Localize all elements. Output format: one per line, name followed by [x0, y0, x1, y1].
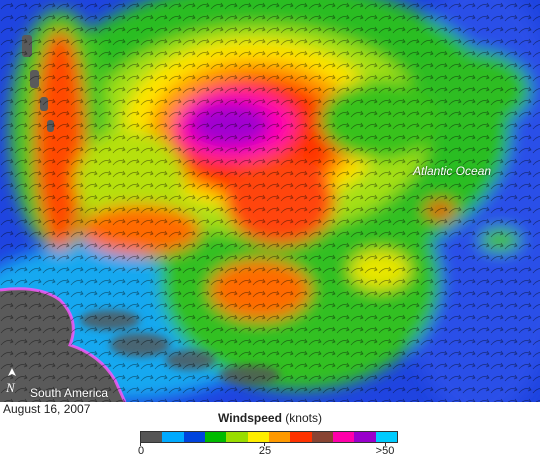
- north-arrow-icon: N: [5, 368, 16, 395]
- colorbar-swatch: [162, 432, 184, 442]
- windspeed-map: N Atlantic Ocean South America: [0, 0, 540, 402]
- colorbar-swatch: [247, 432, 269, 442]
- legend-title: Windspeed (knots): [0, 411, 540, 425]
- colorbar-swatch: [183, 432, 205, 442]
- colorbar-swatch: [311, 432, 333, 442]
- tick-label-max: >50: [375, 445, 395, 457]
- colorbar-swatch: [141, 432, 163, 442]
- wind-barbs: [0, 0, 540, 402]
- colorbar-swatch: [268, 432, 291, 442]
- colorbar-swatch: [204, 432, 227, 442]
- continent-label: South America: [30, 386, 109, 400]
- windspeed-field: [0, 0, 540, 402]
- colorbar-swatch: [354, 432, 376, 442]
- tick-mark: [385, 443, 386, 446]
- tick-mark: [140, 443, 141, 446]
- colorbar-swatch: [375, 432, 397, 442]
- legend-title-main: Windspeed: [218, 411, 282, 425]
- date-label: August 16, 2007: [3, 402, 91, 416]
- svg-text:N: N: [5, 380, 16, 395]
- colorbar: [140, 431, 398, 443]
- tick-mark: [264, 443, 265, 446]
- colorbar-swatch: [290, 432, 312, 442]
- ocean-label: Atlantic Ocean: [413, 164, 492, 178]
- tick-label-mid: 25: [258, 445, 272, 457]
- legend-units: (knots): [285, 411, 322, 425]
- tick-label-min: 0: [137, 445, 145, 457]
- colorbar-swatch: [226, 432, 248, 442]
- colorbar-swatch: [332, 432, 355, 442]
